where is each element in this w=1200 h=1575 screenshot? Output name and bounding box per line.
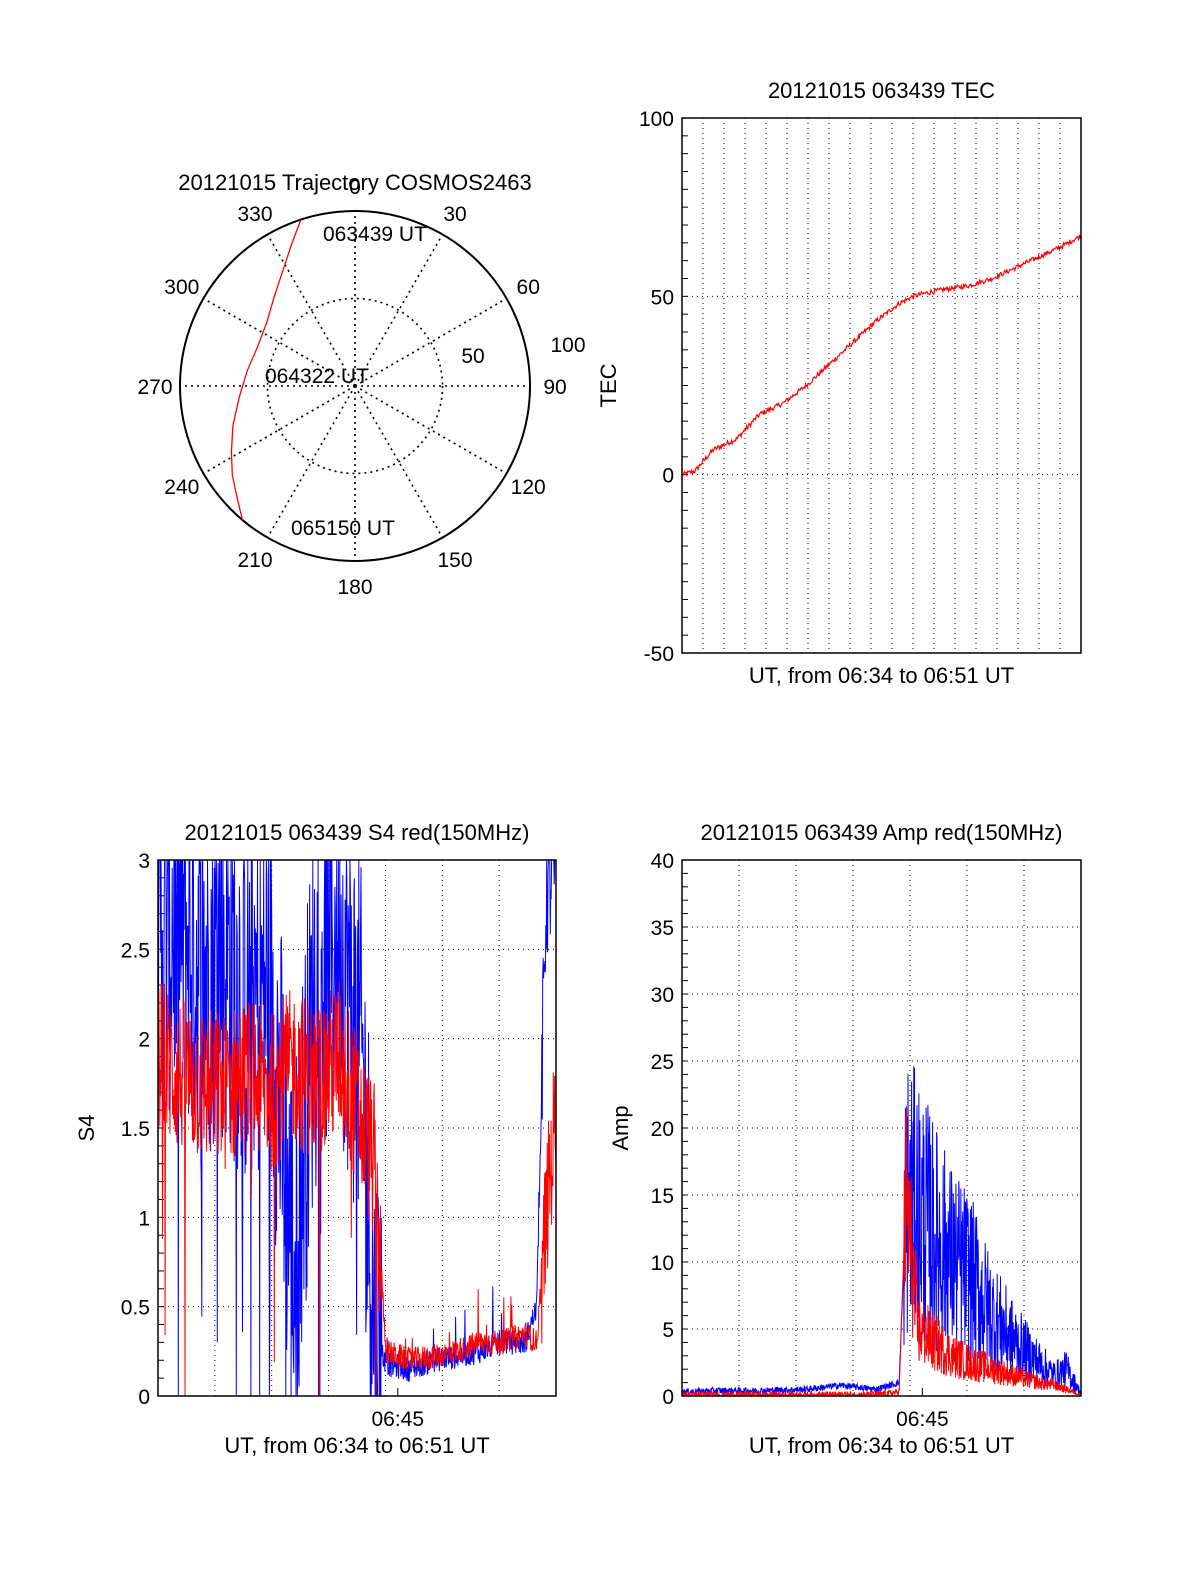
x-axis-label: UT, from 06:34 to 06:51 UT (749, 1433, 1014, 1458)
y-tick-label: 10 (651, 1252, 674, 1275)
y-tick-label: 20 (651, 1118, 674, 1141)
y-tick-label: 1 (138, 1207, 150, 1230)
y-axis-label: TEC (596, 363, 621, 407)
polar-spoke (203, 297, 356, 387)
panel-title: 20121015 063439 TEC (768, 78, 995, 103)
y-tick-label: 2.5 (121, 939, 150, 962)
polar-spoke (203, 385, 356, 475)
polar-azimuth-label: 240 (164, 476, 199, 499)
polar-azimuth-label: 300 (164, 276, 199, 299)
polar-radial-label: 50 (461, 345, 484, 368)
amp-panel: 20121015 063439 Amp red(150MHz) 0 5 10 15 20 2… (608, 820, 1082, 1458)
x-axis-label: UT, from 06:34 to 06:51 UT (224, 1433, 489, 1458)
polar-point-label-mid: 064322 UT (265, 365, 369, 388)
x-tick-label: 06:45 (371, 1408, 424, 1431)
y-tick-label: 3 (138, 850, 150, 873)
y-tick-label: 5 (662, 1319, 674, 1342)
y-tick-label: 15 (651, 1185, 674, 1208)
x-axis-label: UT, from 06:34 to 06:51 UT (749, 663, 1014, 688)
plot-frame (681, 859, 1082, 1397)
tec-panel: 20121015 063439 TEC -50 0 50 100 UT, from 06:… (596, 78, 1082, 688)
y-tick-label: 0 (662, 1386, 674, 1409)
polar-azimuth-label: 30 (443, 203, 466, 226)
polar-azimuth-label: 180 (337, 576, 372, 599)
y-tick-label: 0 (138, 1386, 150, 1409)
polar-azimuth-label: 120 (511, 476, 546, 499)
y-tick-label: 2 (138, 1029, 150, 1052)
y-tick-label: 0 (662, 465, 674, 488)
polar-spoke (354, 234, 444, 387)
y-tick-label: 1.5 (121, 1118, 150, 1141)
polar-spoke (354, 297, 507, 387)
polar-azimuth-label: 270 (137, 376, 172, 399)
y-tick-label: 40 (651, 850, 674, 873)
x-tick-label: 06:45 (896, 1408, 949, 1431)
series-line-red (681, 234, 1082, 478)
y-tick-label: 35 (651, 917, 674, 940)
polar-title: 20121015 Trajectory COSMOS2463 (178, 170, 531, 195)
s4-panel: 20121015 063439 S4 red(150MHz) 0 0.5 1 1.5 2 2… (74, 820, 557, 1458)
polar-point-label-end: 065150 UT (291, 517, 395, 540)
y-axis-label: S4 (74, 1115, 99, 1142)
series-line-blue (157, 859, 556, 1397)
polar-point-label-start: 063439 UT (323, 223, 427, 246)
y-tick-label: 50 (651, 286, 674, 309)
polar-inner-ring (266, 297, 444, 475)
panel-title: 20121015 063439 S4 red(150MHz) (185, 820, 530, 845)
polar-spoke (354, 385, 507, 475)
polar-spoke (354, 385, 444, 538)
polar-azimuth-label: 210 (237, 549, 272, 572)
polar-azimuth-label: 60 (517, 276, 540, 299)
y-tick-label: 25 (651, 1051, 674, 1074)
polar-radial-label: 100 (550, 334, 585, 357)
plot-frame (681, 117, 1082, 654)
y-tick-label: 0.5 (121, 1297, 150, 1320)
polar-spoke (266, 385, 356, 538)
y-tick-label: -50 (644, 643, 674, 666)
plot-frame (157, 859, 557, 1397)
polar-azimuth-label: 150 (437, 549, 472, 572)
polar-spoke (266, 234, 356, 387)
panel-title: 20121015 063439 Amp red(150MHz) (700, 820, 1062, 845)
series-line-red (681, 1106, 1082, 1398)
polar-azimuth-label: 0 (349, 176, 361, 199)
y-tick-label: 100 (639, 108, 674, 131)
series-line-blue (681, 1066, 1082, 1396)
polar-azimuth-label: 90 (543, 376, 566, 399)
series-line-red (157, 981, 557, 1397)
polar-azimuth-label: 330 (237, 203, 272, 226)
y-tick-label: 30 (651, 984, 674, 1007)
polar-trajectory-line (230, 219, 302, 521)
y-axis-label: Amp (608, 1105, 633, 1150)
